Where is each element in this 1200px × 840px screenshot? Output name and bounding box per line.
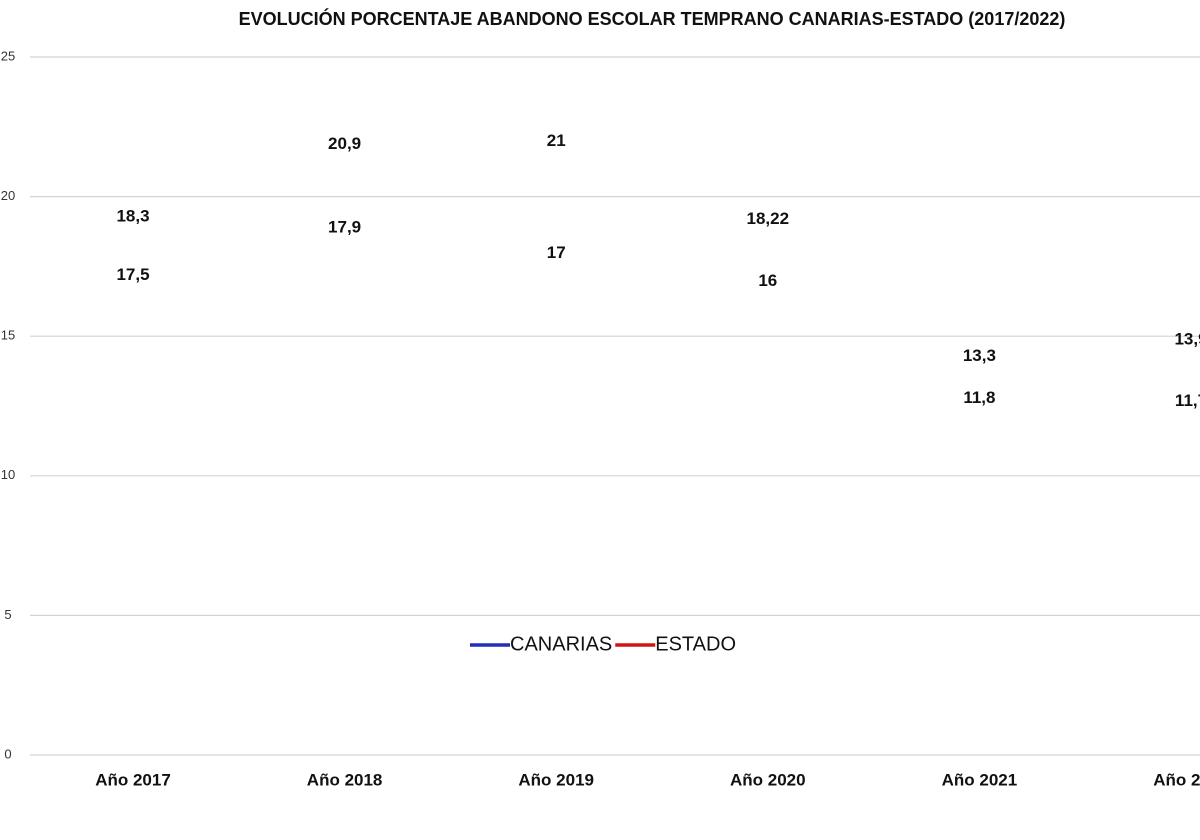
data-label: 18,3 xyxy=(116,207,149,226)
x-tick-label: Año 2021 xyxy=(942,770,1018,789)
data-label: 16 xyxy=(758,271,777,290)
data-label: 21 xyxy=(547,131,566,150)
data-label: 18,22 xyxy=(747,209,790,228)
data-label: 17,5 xyxy=(116,265,149,284)
legend-label: ESTADO xyxy=(655,633,736,655)
legend: CANARIAS ESTADO xyxy=(470,633,736,655)
data-label: 13,3 xyxy=(963,346,996,365)
x-tick-label: Año 2017 xyxy=(95,770,171,789)
plot: 17,5 20,9 21 18,22 11,8 11,7 18,3 17,9 17 16 13,3 1… xyxy=(116,131,1200,410)
data-label: 11,7 xyxy=(1175,391,1200,410)
x-tick-label: Año 2018 xyxy=(307,770,383,789)
data-label: 20,9 xyxy=(328,134,361,153)
legend-label: CANARIAS xyxy=(510,633,612,655)
y-tick-label: 20 xyxy=(1,188,15,203)
x-tick-label: Año 2020 xyxy=(730,770,806,789)
y-tick-label: 5 xyxy=(4,607,11,622)
y-tick-label: 0 xyxy=(4,746,11,761)
data-label: 17 xyxy=(547,243,566,262)
data-label: 11,8 xyxy=(963,388,995,407)
chart-title: EVOLUCIÓN PORCENTAJE ABANDONO ESCOLAR TE… xyxy=(239,8,1066,29)
x-tick-label: Año 2022 xyxy=(1153,770,1200,789)
data-label: 17,9 xyxy=(328,218,361,237)
y-tick-label: 25 xyxy=(1,48,15,63)
y-tick-label: 10 xyxy=(1,467,15,482)
data-label: 13,9 xyxy=(1174,329,1200,348)
x-tick-label: Año 2019 xyxy=(518,770,594,789)
grid: 0 5 10 15 20 25 Año 2017 Año 2018 Año 2019 Año 20… xyxy=(1,48,1200,789)
y-tick-label: 15 xyxy=(1,328,15,343)
